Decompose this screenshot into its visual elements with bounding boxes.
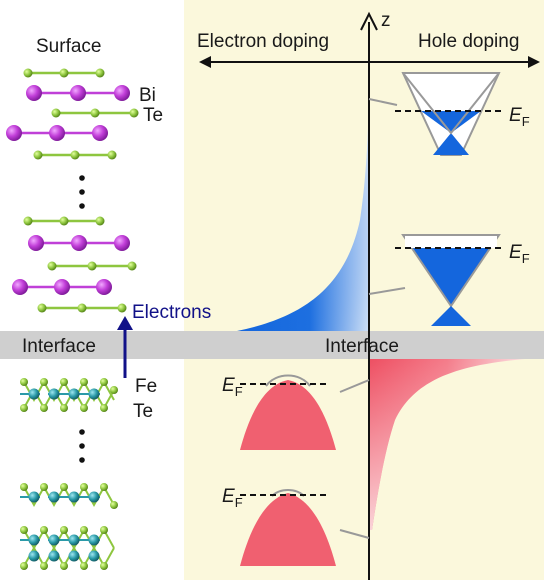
- electron-transfer-arrowhead: [117, 316, 133, 330]
- hole-doping-label: Hole doping: [418, 31, 519, 52]
- bi-layer: [28, 235, 130, 251]
- te-layer: [23, 68, 105, 78]
- te-label-bottom: Te: [133, 401, 153, 422]
- bi-label: Bi: [139, 85, 156, 106]
- cone-leader-line-2: [368, 287, 406, 295]
- ef-label-cone-bottom: EF: [509, 242, 530, 266]
- bi-layer: [6, 125, 108, 141]
- z-axis-arrowhead: [360, 11, 378, 31]
- hole-density-profile: [369, 359, 525, 530]
- surface-label: Surface: [36, 36, 101, 57]
- ef-label-band-top: EF: [222, 375, 243, 399]
- interface-label-left: Interface: [22, 336, 96, 357]
- fete-layer: [20, 378, 118, 412]
- te-layer: [33, 150, 117, 160]
- cone-leader-line: [368, 98, 398, 106]
- te-layer: [23, 216, 105, 226]
- fete-layers: [20, 378, 118, 570]
- electron-density-profile: [237, 95, 369, 331]
- fete-layer: [20, 483, 118, 509]
- band-leader-line-2: [339, 529, 370, 539]
- electrons-label: Electrons: [132, 302, 211, 323]
- ellipsis-dots-top: [79, 175, 85, 209]
- ef-label-band-bottom: EF: [222, 486, 243, 510]
- ef-label-cone-top: EF: [509, 105, 530, 129]
- dirac-cone-interface: [395, 234, 505, 326]
- band-leader-line: [339, 379, 370, 393]
- te-label-top: Te: [143, 105, 163, 126]
- interface-band: [0, 331, 544, 359]
- valence-band-lower: [240, 489, 336, 566]
- te-layer: [47, 261, 137, 271]
- te-layer: [51, 108, 139, 118]
- valence-band-upper: [240, 374, 336, 450]
- ellipsis-dots-bottom: [79, 429, 85, 463]
- dirac-cone-surface: [395, 72, 505, 156]
- fe-label: Fe: [135, 376, 157, 397]
- z-axis-label: z: [381, 10, 391, 31]
- bi-layer: [12, 279, 112, 295]
- interface-label-right: Interface: [325, 336, 399, 357]
- fete-layer: [20, 526, 115, 570]
- bi-layer: [26, 85, 130, 101]
- te-layer: [37, 303, 127, 313]
- electron-doping-label: Electron doping: [197, 31, 329, 52]
- bi2te3-layers: [6, 68, 139, 313]
